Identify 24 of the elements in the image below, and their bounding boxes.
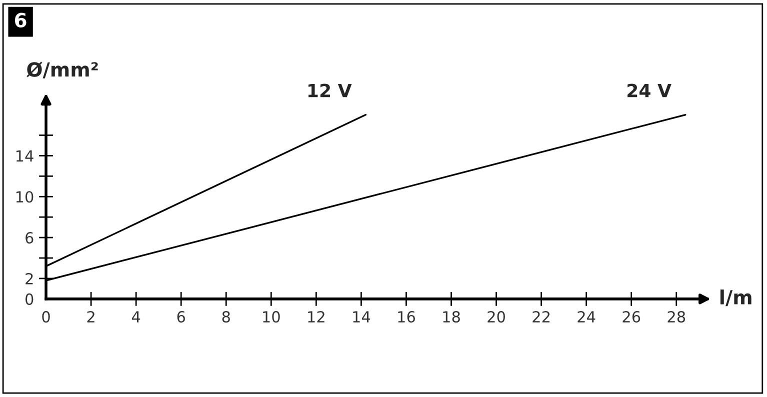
x-axis-title: l/m: [720, 290, 752, 306]
y-tick-label: 2: [26, 272, 33, 284]
series-label: 12 V: [308, 84, 352, 98]
x-tick-label: 4: [132, 311, 140, 322]
y-axis-title: Ø/mm²: [26, 62, 98, 78]
x-tick-label: 10: [263, 311, 280, 323]
series-label: 24 V: [628, 84, 672, 98]
y-tick-label: 10: [16, 191, 34, 203]
x-tick-label: 28: [668, 311, 686, 323]
x-tick-label: 14: [353, 311, 370, 322]
x-tick-label: 0: [42, 311, 50, 323]
x-tick-label: 18: [443, 311, 460, 323]
x-tick-label: 8: [222, 311, 230, 323]
y-tick-label: 14: [16, 150, 34, 162]
y-tick-label: 0: [26, 293, 34, 305]
x-tick-label: 12: [308, 311, 324, 322]
x-tick-label: 22: [532, 311, 550, 322]
x-tick-label: 26: [622, 311, 640, 323]
y-tick-label: 6: [26, 232, 34, 244]
x-tick-label: 2: [87, 311, 94, 322]
x-tick-label: 20: [488, 311, 505, 323]
x-tick-label: 24: [578, 311, 596, 322]
x-tick-label: 6: [177, 311, 185, 323]
x-tick-label: 16: [398, 311, 415, 323]
